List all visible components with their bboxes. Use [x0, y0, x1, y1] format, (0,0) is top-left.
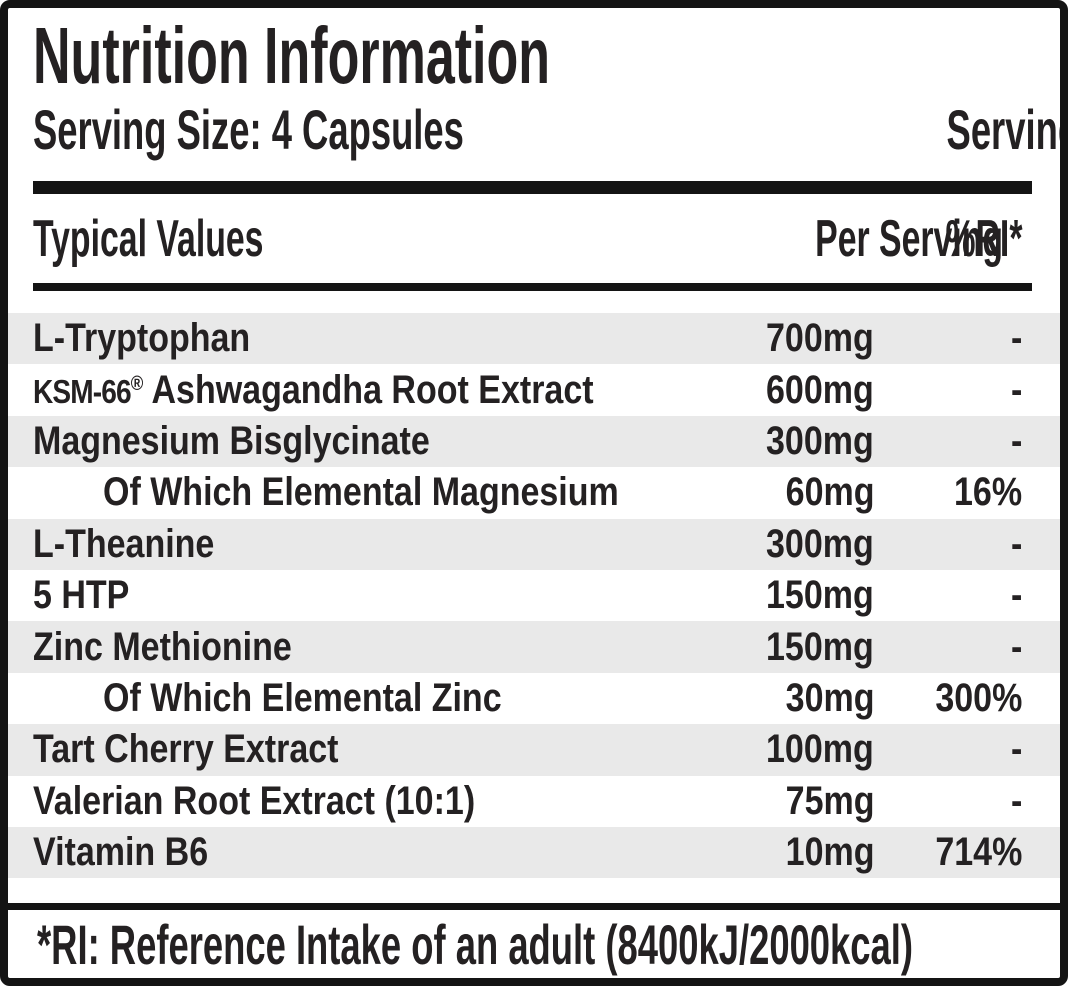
ingredient-ri: - — [1010, 727, 1022, 772]
ingredient-amount: 300mg — [766, 418, 874, 463]
ingredient-name: KSM-66® Ashwagandha Root Extract — [33, 367, 594, 412]
ingredient-name: L-Theanine — [33, 521, 215, 566]
thick-divider-bar — [33, 181, 1032, 194]
table-row: Vitamin B6 10mg 714% — [8, 826, 1060, 879]
brand-name: KSM-66 — [33, 372, 132, 410]
footnote-area: *RI: Reference Intake of an adult (8400k… — [8, 910, 1060, 978]
table-row: Tart Cherry Extract 100mg - — [8, 724, 1060, 776]
ingredient-ri: - — [1010, 418, 1022, 463]
footer-divider — [8, 903, 1060, 910]
table-row: Magnesium Bisglycinate 300mg - — [8, 415, 1060, 468]
registered-trademark-symbol: ® — [130, 372, 144, 395]
ingredient-amount: 30mg — [785, 675, 874, 720]
ingredient-name: Magnesium Bisglycinate — [33, 418, 430, 463]
ingredient-name: L-Tryptophan — [33, 316, 251, 361]
ingredient-amount: 60mg — [785, 470, 874, 515]
table-header-row: Typical Values Per Serving %RI* — [8, 194, 1060, 283]
ingredient-ri: 16% — [953, 470, 1022, 515]
ingredient-ri: - — [1010, 624, 1022, 669]
table-row: Valerian Root Extract (10:1) 75mg - — [8, 776, 1060, 827]
ingredient-ri: 300% — [935, 675, 1022, 720]
table-row: KSM-66® Ashwagandha Root Extract 600mg - — [8, 364, 1060, 415]
ingredient-name: Of Which Elemental Magnesium — [103, 470, 619, 515]
ingredient-ri: - — [1010, 316, 1022, 361]
table-row: 5 HTP 150mg - — [8, 570, 1060, 621]
table-row: Of Which Elemental Magnesium 60mg 16% — [8, 467, 1060, 518]
ingredient-amount: 100mg — [766, 727, 874, 772]
ingredient-rows: L-Tryptophan 700mg - KSM-66® Ashwagandha… — [8, 313, 1060, 879]
ingredient-amount: 10mg — [785, 830, 874, 875]
header-ri: %RI* — [944, 209, 1022, 268]
servings-per-container: Servings Per Container: 30 — [946, 98, 1060, 161]
ingredient-name: 5 HTP — [33, 573, 130, 618]
serving-line: Serving Size: 4 Capsules Servings Per Co… — [33, 98, 1060, 161]
table-row: L-Tryptophan 700mg - — [8, 313, 1060, 365]
title-text: Nutrition Information — [33, 11, 551, 100]
ingredient-ri: - — [1010, 367, 1022, 412]
footnote-text: *RI: Reference Intake of an adult (8400k… — [37, 912, 914, 976]
header-typical-values: Typical Values — [33, 209, 264, 268]
table-row: L-Theanine 300mg - — [8, 518, 1060, 570]
ingredient-amount: 600mg — [766, 367, 874, 412]
ingredient-name: Tart Cherry Extract — [33, 727, 339, 772]
ingredient-amount: 300mg — [766, 521, 874, 566]
ingredient-name: Of Which Elemental Zinc — [103, 675, 502, 720]
ingredient-ri: 714% — [935, 830, 1022, 875]
ingredient-amount: 700mg — [766, 316, 874, 361]
page-title: Nutrition Information — [33, 16, 1060, 96]
ingredient-name: Zinc Methionine — [33, 624, 292, 669]
serving-size: Serving Size: 4 Capsules — [33, 98, 464, 161]
header-underline-rule — [33, 283, 1032, 291]
ingredient-amount: 150mg — [766, 573, 874, 618]
ingredient-ri: - — [1010, 778, 1022, 823]
table-row: Zinc Methionine 150mg - — [8, 621, 1060, 673]
ingredient-amount: 75mg — [785, 778, 874, 823]
footer-section: *RI: Reference Intake of an adult (8400k… — [8, 903, 1060, 978]
header-per-serving: Per Serving — [815, 209, 1004, 268]
ingredient-name: Vitamin B6 — [33, 830, 209, 875]
ingredient-name: Valerian Root Extract (10:1) — [33, 778, 476, 823]
ingredient-ri: - — [1010, 573, 1022, 618]
table-row: Of Which Elemental Zinc 30mg 300% — [8, 673, 1060, 724]
ingredient-ri: - — [1010, 521, 1022, 566]
ingredient-amount: 150mg — [766, 624, 874, 669]
